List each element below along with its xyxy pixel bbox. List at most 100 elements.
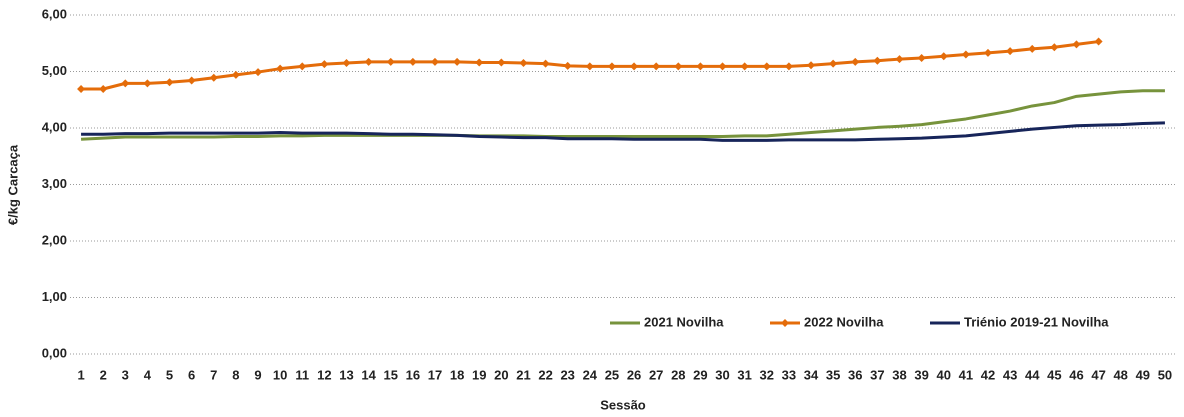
x-tick-label: 2 bbox=[100, 367, 107, 382]
point-marker bbox=[762, 62, 771, 71]
x-tick-label: 8 bbox=[232, 367, 239, 382]
x-tick-label: 28 bbox=[671, 367, 685, 382]
legend-label: 2022 Novilha bbox=[804, 314, 884, 329]
x-tick-label: 26 bbox=[627, 367, 641, 382]
y-tick-label: 4,00 bbox=[42, 119, 67, 134]
x-tick-label: 12 bbox=[317, 367, 331, 382]
legend-label: Triénio 2019-21 Novilha bbox=[964, 314, 1109, 329]
x-tick-label: 15 bbox=[384, 367, 398, 382]
point-marker bbox=[718, 62, 727, 71]
point-marker bbox=[231, 70, 240, 79]
x-tick-label: 17 bbox=[428, 367, 442, 382]
point-marker bbox=[961, 50, 970, 59]
point-marker bbox=[1028, 44, 1037, 53]
point-marker bbox=[99, 85, 108, 94]
point-marker bbox=[1094, 37, 1103, 46]
point-marker bbox=[895, 55, 904, 64]
x-tick-label: 40 bbox=[937, 367, 951, 382]
point-marker bbox=[696, 62, 705, 71]
point-marker bbox=[630, 62, 639, 71]
x-tick-label: 5 bbox=[166, 367, 173, 382]
point-marker bbox=[475, 58, 484, 67]
point-marker bbox=[917, 53, 926, 62]
x-tick-label: 22 bbox=[538, 367, 552, 382]
x-tick-label: 42 bbox=[981, 367, 995, 382]
y-tick-label: 0,00 bbox=[42, 345, 67, 360]
point-marker bbox=[807, 61, 816, 70]
point-marker bbox=[165, 78, 174, 87]
point-marker bbox=[254, 68, 263, 77]
point-marker bbox=[453, 57, 462, 66]
x-tick-label: 43 bbox=[1003, 367, 1017, 382]
x-tick-label: 20 bbox=[494, 367, 508, 382]
legend-marker bbox=[781, 319, 789, 327]
x-tick-label: 19 bbox=[472, 367, 486, 382]
point-marker bbox=[497, 58, 506, 67]
point-marker bbox=[408, 57, 417, 66]
point-marker bbox=[276, 64, 285, 73]
x-tick-label: 11 bbox=[295, 367, 309, 382]
point-marker bbox=[563, 61, 572, 70]
x-tick-label: 24 bbox=[583, 367, 598, 382]
point-marker bbox=[674, 62, 683, 71]
x-tick-label: 16 bbox=[406, 367, 420, 382]
x-tick-label: 27 bbox=[649, 367, 663, 382]
x-tick-label: 21 bbox=[516, 367, 530, 382]
y-tick-label: 5,00 bbox=[42, 63, 67, 78]
x-tick-label: 7 bbox=[210, 367, 217, 382]
x-tick-label: 47 bbox=[1091, 367, 1105, 382]
x-tick-label: 14 bbox=[361, 367, 376, 382]
y-tick-label: 1,00 bbox=[42, 289, 67, 304]
x-tick-label: 13 bbox=[339, 367, 353, 382]
x-tick-label: 39 bbox=[914, 367, 928, 382]
x-tick-label: 32 bbox=[760, 367, 774, 382]
point-marker bbox=[77, 85, 86, 94]
x-tick-label: 44 bbox=[1025, 367, 1040, 382]
x-tick-label: 23 bbox=[560, 367, 574, 382]
x-tick-label: 33 bbox=[782, 367, 796, 382]
point-marker bbox=[541, 59, 550, 68]
x-tick-label: 10 bbox=[273, 367, 287, 382]
x-tick-label: 18 bbox=[450, 367, 464, 382]
y-tick-label: 2,00 bbox=[42, 232, 67, 247]
point-marker bbox=[1006, 47, 1015, 56]
point-marker bbox=[519, 59, 528, 68]
point-marker bbox=[740, 62, 749, 71]
point-marker bbox=[121, 79, 130, 88]
x-tick-label: 45 bbox=[1047, 367, 1061, 382]
y-axis-title: €/kg Carcaça bbox=[5, 144, 20, 225]
point-marker bbox=[1050, 43, 1059, 52]
x-tick-label: 36 bbox=[848, 367, 862, 382]
x-tick-label: 3 bbox=[122, 367, 129, 382]
series-line bbox=[81, 121, 1165, 142]
point-marker bbox=[342, 59, 351, 68]
x-tick-label: 34 bbox=[804, 367, 819, 382]
x-tick-label: 31 bbox=[737, 367, 751, 382]
point-marker bbox=[1072, 40, 1081, 49]
point-marker bbox=[320, 60, 329, 69]
point-marker bbox=[784, 62, 793, 71]
point-marker bbox=[652, 62, 661, 71]
x-tick-label: 6 bbox=[188, 367, 195, 382]
point-marker bbox=[364, 57, 373, 66]
point-marker bbox=[585, 62, 594, 71]
x-axis-title: Sessão bbox=[600, 397, 646, 412]
x-tick-label: 46 bbox=[1069, 367, 1083, 382]
point-marker bbox=[851, 57, 860, 66]
x-tick-label: 1 bbox=[77, 367, 84, 382]
point-marker bbox=[209, 73, 218, 82]
x-tick-label: 9 bbox=[254, 367, 261, 382]
y-tick-label: 3,00 bbox=[42, 176, 67, 191]
point-marker bbox=[829, 59, 838, 68]
x-tick-label: 49 bbox=[1136, 367, 1150, 382]
legend-label: 2021 Novilha bbox=[644, 314, 724, 329]
x-tick-label: 30 bbox=[715, 367, 729, 382]
point-marker bbox=[607, 62, 616, 71]
x-tick-label: 29 bbox=[693, 367, 707, 382]
point-marker bbox=[298, 62, 307, 71]
x-tick-label: 41 bbox=[959, 367, 973, 382]
point-marker bbox=[187, 76, 196, 85]
point-marker bbox=[143, 79, 152, 88]
series-line bbox=[80, 89, 1165, 141]
